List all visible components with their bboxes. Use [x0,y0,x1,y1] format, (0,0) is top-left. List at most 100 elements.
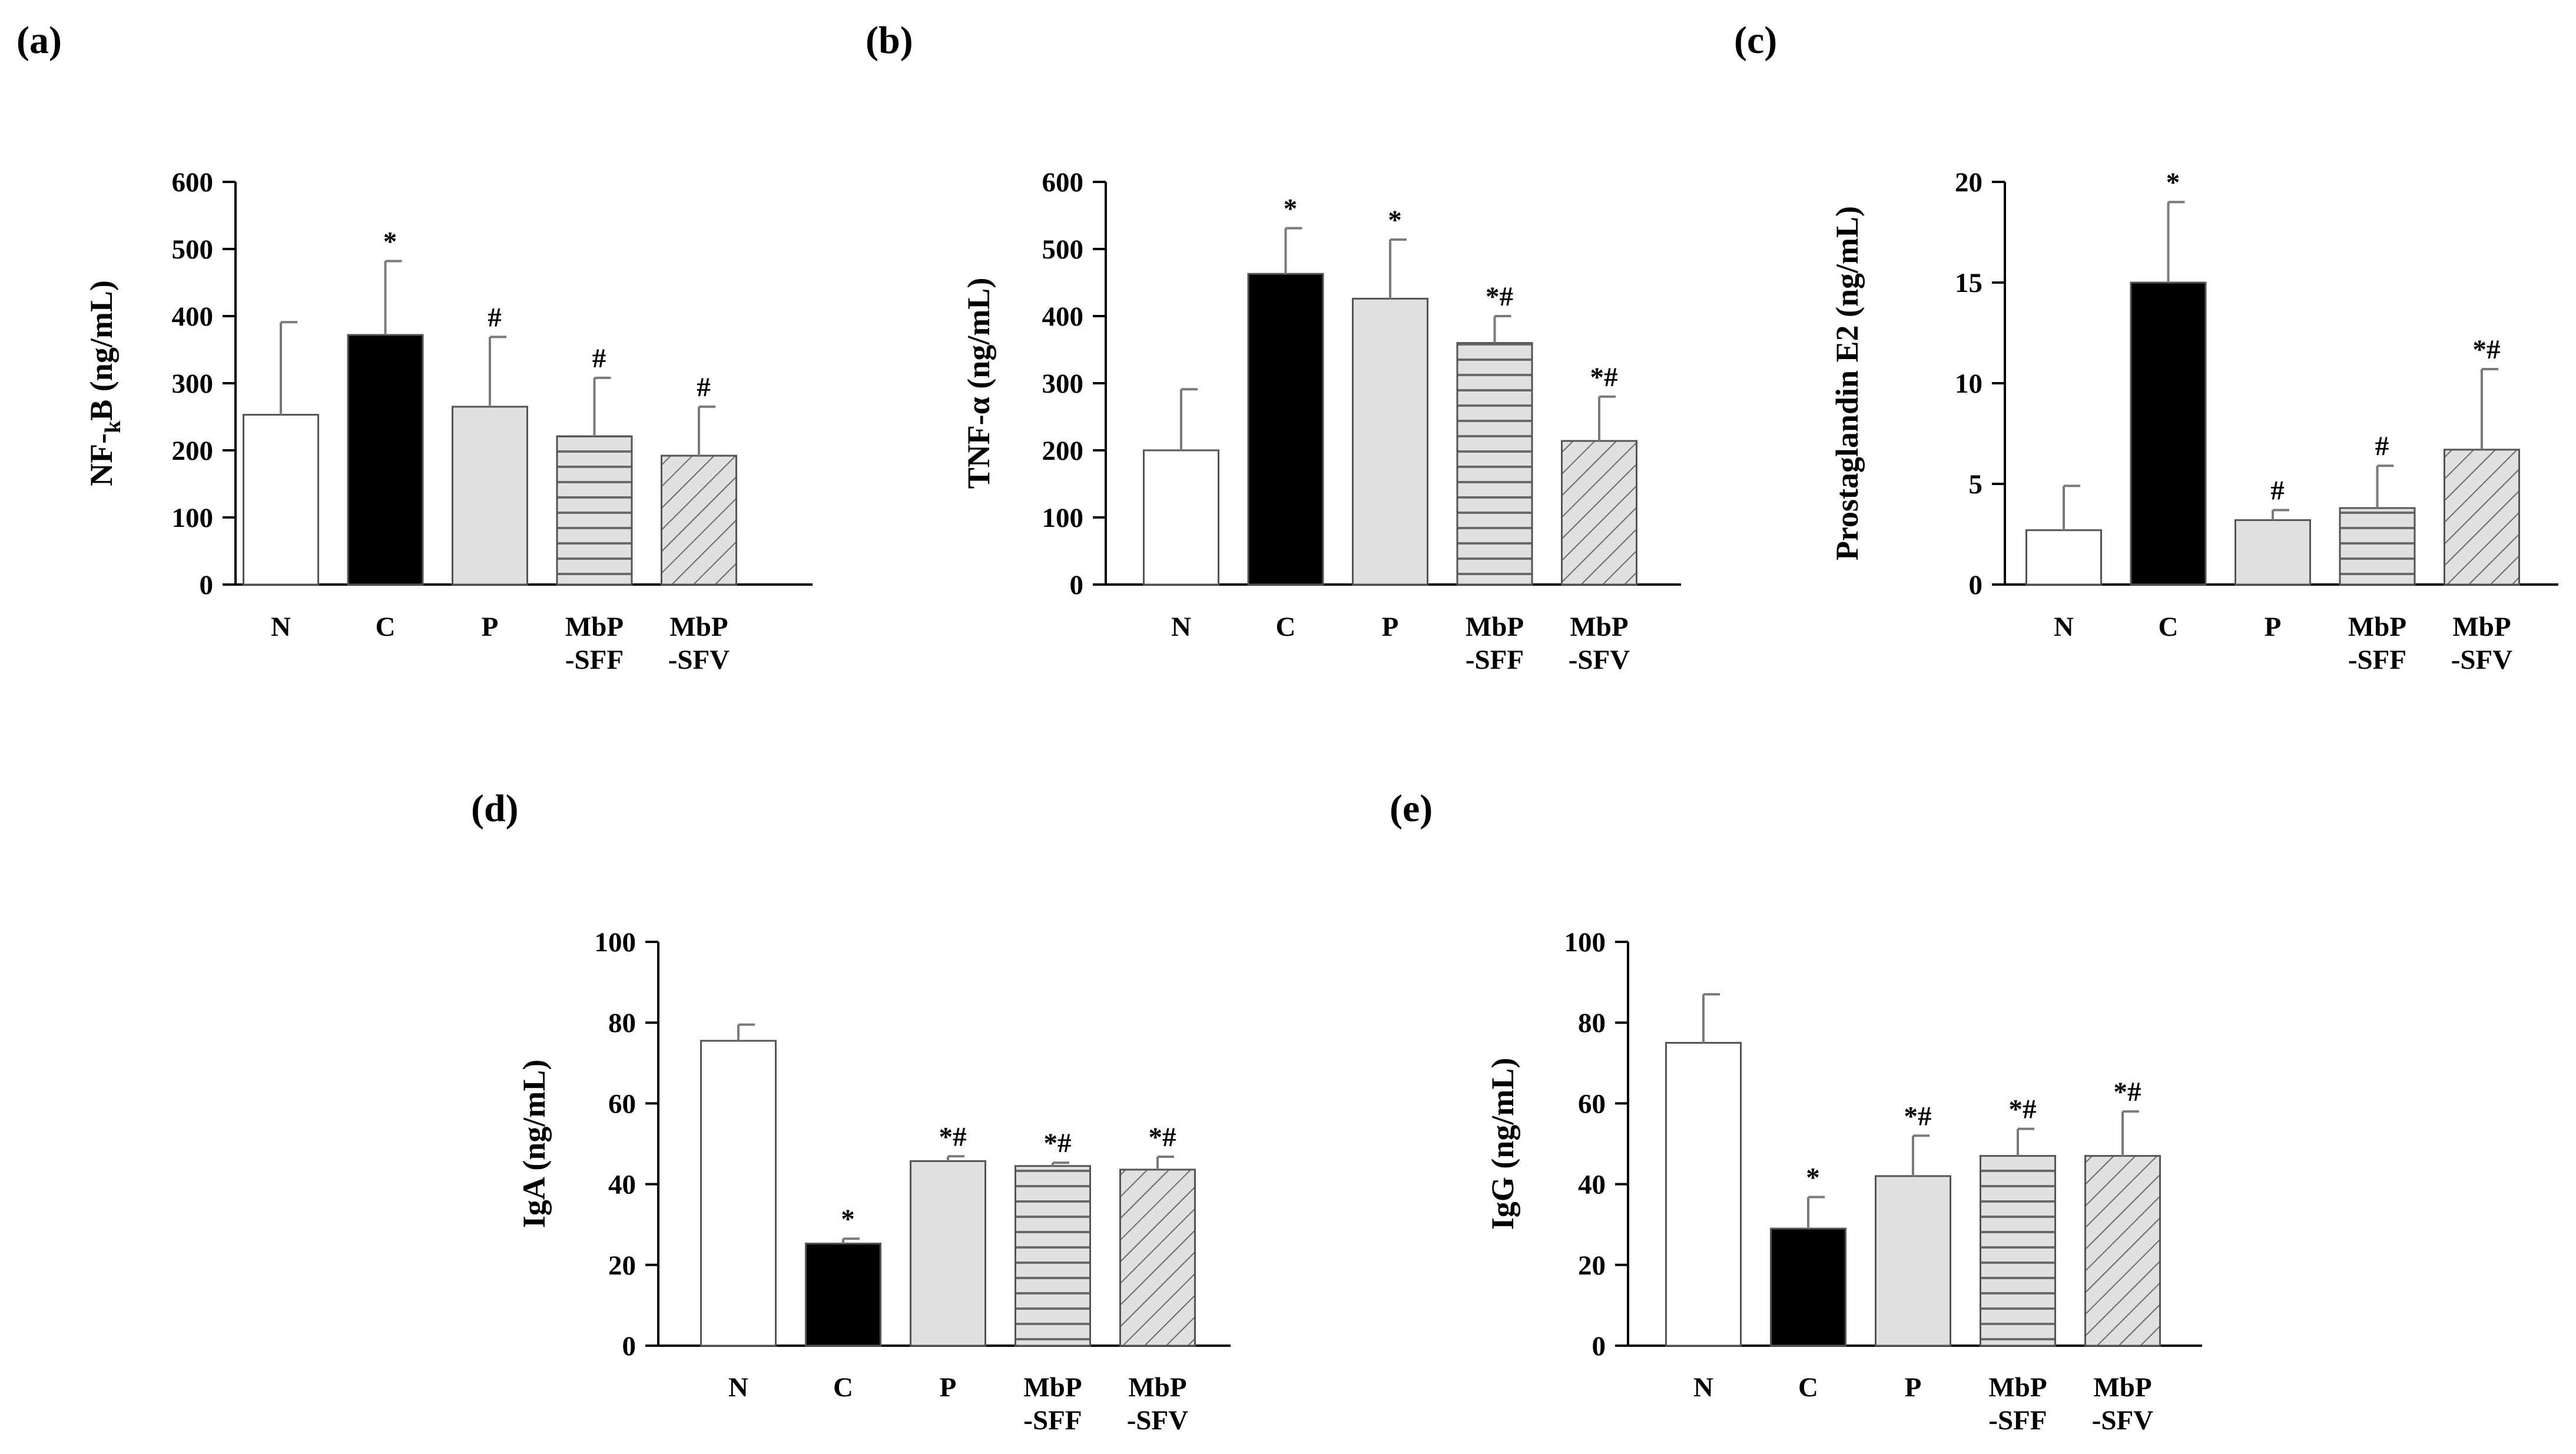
significance-mark: *# [2473,334,2501,365]
bar-white [1665,1042,1742,1347]
significance-mark: *# [2114,1077,2141,1107]
category-label: C [376,612,396,642]
bar-diagonal-lines [661,454,737,586]
bar-black [1770,1227,1846,1347]
y-tick-label: 5 [1969,469,1983,500]
panel-label: (e) [1390,787,1433,830]
bar-diagonal-lines [1119,1168,1196,1347]
bar-light-gray [1875,1175,1951,1347]
bar-horizontal-lines [1015,1165,1091,1347]
y-axis-title: NF-kB (ng/mL) [84,280,125,486]
category-label: N [1171,612,1191,642]
y-axis-title-subscript: k [101,420,125,433]
category-label: -SFV [1127,1405,1189,1436]
bar-horizontal-lines [1980,1155,2056,1347]
significance-mark: *# [939,1121,967,1152]
significance-mark: *# [1590,362,1618,393]
significance-mark: # [488,302,502,333]
category-label: -SFV [2092,1405,2154,1436]
category-label: P [2265,612,2282,642]
y-tick-label: 300 [1042,369,1084,399]
significance-mark: *# [1904,1101,1932,1131]
significance-mark: * [2166,167,2180,198]
category-label: MbP [2452,612,2511,642]
category-label: MbP [565,612,624,642]
bar-black [805,1242,881,1347]
category-label: MbP [1570,612,1628,642]
panel-a: (a) 0 100 200 300 400 500 600 NF-kB (ng/mL) N * C # P… [16,19,813,675]
panel-b: (b) 0 100 200 300 400 500 600 TNF-α (ng/mL) N * C * P… [866,19,1681,675]
bar-light-gray [910,1160,986,1347]
category-label: N [1693,1372,1713,1403]
category-label: -SFV [2451,645,2513,675]
significance-mark: * [1388,205,1402,235]
panel-label: (d) [471,787,519,830]
category-label: -SFF [1988,1405,2047,1436]
significance-mark: *# [2009,1094,2037,1125]
y-tick-label: 0 [1592,1331,1606,1362]
significance-mark: # [697,372,711,403]
category-label: C [2159,612,2179,642]
category-label: MbP [2348,612,2406,642]
y-tick-label: 40 [608,1170,636,1200]
y-tick-label: 600 [172,167,214,198]
y-tick-label: 0 [622,1331,636,1362]
y-tick-label: 100 [1564,927,1606,958]
category-label: C [1276,612,1296,642]
y-tick-label: 20 [1578,1250,1606,1281]
y-tick-label: 0 [1070,570,1084,600]
y-tick-label: 15 [1955,268,1982,298]
panel-label: (a) [16,19,62,62]
y-axis-title-main: NF- [84,433,119,486]
bar-white [700,1040,777,1347]
bar-horizontal-lines [2339,507,2416,586]
bar-white [243,414,319,586]
significance-mark: *# [1044,1128,1072,1158]
significance-mark: * [1806,1163,1820,1193]
category-label: P [940,1372,957,1403]
bar-diagonal-lines [1561,440,1637,586]
y-tick-label: 100 [595,927,636,958]
category-label: -SFF [565,645,624,675]
bar-white [1143,449,1219,586]
y-axis-title: TNF-α (ng/mL) [961,278,996,489]
y-tick-label: 200 [172,436,214,466]
category-label: P [1905,1372,1922,1403]
category-label: C [1798,1372,1818,1403]
category-label: MbP [1988,1372,2047,1403]
category-label: P [482,612,499,642]
y-axis-title: Prostaglandin E2 (ng/mL) [1829,206,1865,560]
significance-mark: *# [1486,281,1513,312]
bar-white [2025,529,2102,586]
y-tick-label: 600 [1042,167,1084,198]
y-tick-label: 80 [608,1008,636,1038]
category-label: MbP [1023,1372,1082,1403]
y-tick-label: 0 [1969,570,1983,600]
bar-diagonal-lines [2084,1155,2161,1347]
category-label: MbP [1128,1372,1186,1403]
bar-horizontal-lines [556,435,633,586]
category-label: -SFF [1023,1405,1082,1436]
y-tick-label: 500 [172,234,214,265]
panel-c: (c) 0 5 10 15 20 Prostaglandin E2 (ng/mL) N * C # P… [1734,19,2558,675]
y-tick-label: 100 [172,503,214,533]
y-tick-label: 0 [200,570,214,600]
bar-light-gray [1352,297,1428,586]
y-axis-title-rest: B (ng/mL) [84,280,119,421]
y-tick-label: 80 [1578,1008,1606,1038]
y-tick-label: 40 [1578,1170,1606,1200]
y-axis-title: IgG (ng/mL) [1485,1058,1520,1230]
y-tick-label: 60 [1578,1088,1606,1119]
panel-label: (c) [1734,19,1777,62]
y-tick-label: 500 [1042,234,1084,265]
category-label: MbP [1466,612,1524,642]
category-label: MbP [669,612,728,642]
bar-horizontal-lines [1456,342,1533,586]
y-tick-label: 200 [1042,436,1084,466]
panel-label: (b) [866,19,913,62]
significance-mark: # [2270,475,2285,506]
